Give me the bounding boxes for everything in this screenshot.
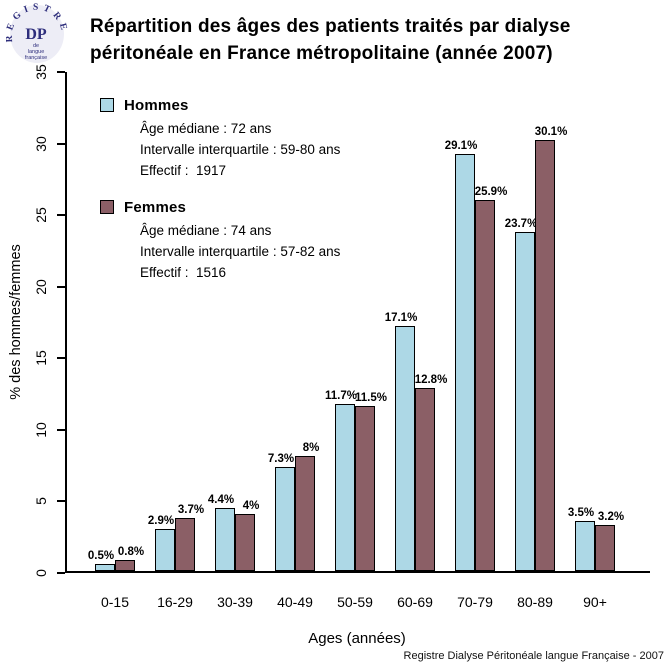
femmes-swatch <box>100 200 114 214</box>
value-label-femmes-90+: 3.2% <box>597 511 625 523</box>
bar-hommes-40-49 <box>275 467 295 571</box>
x-category-label-40-49: 40-49 <box>277 594 313 610</box>
y-axis-tick <box>57 357 65 360</box>
x-axis: 0-15 16-29 30-39 40-49 50-59 60-69 70-79 80-89 9… <box>65 573 650 610</box>
y-tick-label-0: 0 <box>33 569 49 577</box>
bar-femmes-0-15 <box>115 560 135 571</box>
bar-hommes-0-15 <box>95 564 115 571</box>
bar-femmes-16-29 <box>175 518 195 571</box>
value-label-femmes-50-59: 11.5% <box>355 392 387 404</box>
value-label-hommes-50-59: 11.7% <box>325 390 357 402</box>
value-label-hommes-70-79: 29.1% <box>444 140 478 152</box>
femmes-label: Femmes <box>124 198 187 216</box>
bar-hommes-80-89 <box>515 232 535 571</box>
femmes-interquartile: Intervalle interquartile : 57-82 ans <box>140 244 341 259</box>
x-category-label-90+: 90+ <box>583 594 607 610</box>
value-label-hommes-40-49: 7.3% <box>267 453 295 465</box>
bar-femmes-90+ <box>595 525 615 571</box>
page-title-line2: péritonéale en France métropolitaine (an… <box>90 43 553 64</box>
hommes-label: Hommes <box>124 96 189 114</box>
y-axis-tick <box>57 572 65 574</box>
femmes-median-age: Âge médiane : 74 ans <box>140 223 272 238</box>
value-label-hommes-0-15: 0.5% <box>87 550 115 562</box>
y-axis-tick <box>57 214 65 217</box>
y-tick-label-30: 30 <box>33 135 49 152</box>
bar-hommes-30-39 <box>215 508 235 571</box>
bar-hommes-60-69 <box>395 326 415 571</box>
value-label-hommes-16-29: 2.9% <box>147 515 175 527</box>
legend-group-femmes: Femmes Âge médiane : 74 ans Intervalle i… <box>100 198 410 283</box>
value-label-femmes-40-49: 8% <box>302 442 320 454</box>
y-axis-tick <box>57 500 65 503</box>
value-label-hommes-60-69: 17.1% <box>384 312 418 324</box>
value-label-hommes-80-89: 23.7% <box>504 218 538 230</box>
y-axis-title: % des hommes/femmes <box>8 244 24 400</box>
value-label-femmes-16-29: 3.7% <box>177 504 205 516</box>
value-label-femmes-60-69: 12.8% <box>414 374 448 386</box>
x-category-label-50-59: 50-59 <box>337 594 373 610</box>
hommes-swatch <box>100 98 114 112</box>
bar-femmes-50-59 <box>355 406 375 571</box>
value-label-hommes-30-39: 4.4% <box>207 494 235 506</box>
y-axis-tick <box>57 285 65 288</box>
x-axis-title: Ages (années) <box>308 630 406 647</box>
y-tick-label-15: 15 <box>33 350 49 367</box>
y-tick-label-25: 25 <box>33 207 49 223</box>
value-label-femmes-0-15: 0.8% <box>117 546 145 558</box>
hommes-interquartile: Intervalle interquartile : 59-80 ans <box>140 142 341 157</box>
hommes-effectif: Effectif : 1917 <box>140 163 227 178</box>
bar-femmes-70-79 <box>475 200 495 571</box>
value-label-femmes-30-39: 4% <box>242 500 260 512</box>
bar-femmes-80-89 <box>535 140 555 571</box>
x-category-label-16-29: 16-29 <box>157 594 193 610</box>
x-category-label-30-39: 30-39 <box>217 594 253 610</box>
value-label-femmes-70-79: 25.9% <box>474 186 508 198</box>
bar-femmes-40-49 <box>295 456 315 571</box>
plot-area: 0 5 10 15 20 25 30 35 0.5% 0.8% 2.9% 3.7% 4.4% 4% 7.3… <box>33 64 650 577</box>
y-axis-tick <box>57 71 65 73</box>
hommes-median-age: Âge médiane : 72 ans <box>140 121 272 136</box>
legend-group-hommes: Hommes Âge médiane : 72 ans Intervalle i… <box>100 96 410 181</box>
logo-sub-line1: de <box>33 43 39 49</box>
logo-sub-line2: langue <box>28 49 45 55</box>
page-title-line1: Répartition des âges des patients traité… <box>90 16 571 37</box>
x-category-label-70-79: 70-79 <box>457 594 493 610</box>
chart-legend: Hommes Âge médiane : 72 ans Intervalle i… <box>100 96 410 283</box>
y-tick-label-5: 5 <box>33 497 49 506</box>
bar-hommes-16-29 <box>155 529 175 571</box>
registre-dp-logo: REGISTRE DP de langue française <box>6 3 65 63</box>
value-label-hommes-90+: 3.5% <box>567 507 595 519</box>
logo-center-text: DP <box>25 26 47 43</box>
footer-credit: Registre Dialyse Péritonéale langue Fran… <box>403 650 664 662</box>
femmes-effectif: Effectif : 1516 <box>140 265 227 280</box>
bar-femmes-30-39 <box>235 514 255 571</box>
bar-hommes-70-79 <box>455 154 475 571</box>
value-label-femmes-80-89: 30.1% <box>534 126 568 138</box>
logo-sub-line3: française <box>25 55 47 61</box>
x-category-label-60-69: 60-69 <box>397 594 433 610</box>
y-tick-label-10: 10 <box>33 422 49 438</box>
y-axis-tick <box>57 142 65 145</box>
x-category-label-0-15: 0-15 <box>100 594 130 610</box>
y-tick-label-35: 35 <box>33 64 49 80</box>
bar-hommes-90+ <box>575 521 595 571</box>
bar-hommes-50-59 <box>335 404 355 571</box>
y-tick-label-20: 20 <box>33 278 49 295</box>
page-title: Répartition des âges des patients traité… <box>90 13 571 67</box>
y-axis-tick <box>57 428 65 431</box>
bar-femmes-60-69 <box>415 388 435 571</box>
x-category-label-80-89: 80-89 <box>517 594 553 610</box>
